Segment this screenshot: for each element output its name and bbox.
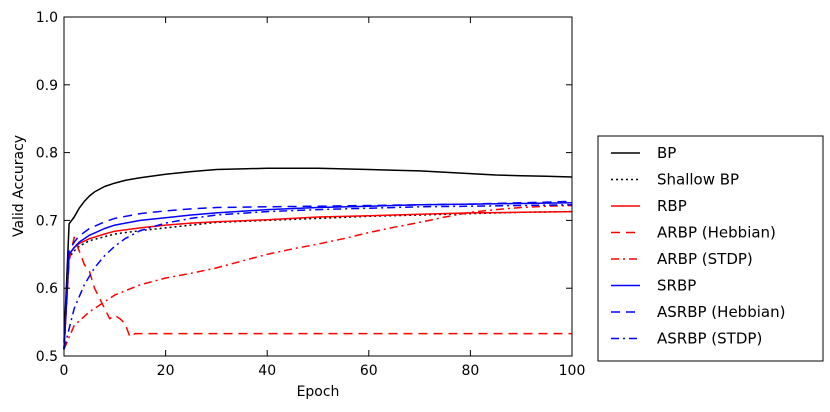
x-tick-label: 80 xyxy=(461,363,479,379)
x-tick-label: 20 xyxy=(157,363,175,379)
y-tick-label: 0.5 xyxy=(36,349,58,365)
x-tick-label: 60 xyxy=(360,363,378,379)
x-tick-label: 0 xyxy=(60,363,69,379)
y-axis-label: Valid Accuracy xyxy=(11,135,27,237)
legend-label: ASRBP (STDP) xyxy=(657,330,762,348)
series-line-5 xyxy=(63,204,573,350)
plot-lines xyxy=(63,167,573,350)
y-tick-label: 1.0 xyxy=(36,10,58,26)
x-tick-label: 40 xyxy=(258,363,276,379)
plot-frame xyxy=(63,16,573,357)
x-tick-label: 100 xyxy=(559,363,586,379)
x-axis: 0 20 40 60 80 100 xyxy=(60,17,586,379)
legend-label: Shallow BP xyxy=(657,171,739,189)
legend-label: ARBP (STDP) xyxy=(657,250,753,268)
series-line-1 xyxy=(63,167,573,343)
y-tick-label: 0.8 xyxy=(36,146,58,162)
legend-label: SRBP xyxy=(657,277,696,295)
legend-label: RBP xyxy=(657,197,687,215)
legend-label: ARBP (Hebbian) xyxy=(657,224,776,242)
y-tick-label: 0.9 xyxy=(36,78,58,94)
legend-label: BP xyxy=(657,144,676,162)
series-line-2 xyxy=(63,210,573,350)
series-line-7 xyxy=(63,200,573,350)
series-line-3 xyxy=(63,210,573,350)
x-axis-label: Epoch xyxy=(297,384,340,400)
series-line-4 xyxy=(63,236,572,350)
y-tick-label: 0.7 xyxy=(36,213,58,229)
series-line-6 xyxy=(63,202,573,350)
legend-box xyxy=(597,135,824,362)
series-line-8 xyxy=(63,204,573,350)
legend-label: ASRBP (Hebbian) xyxy=(657,303,785,321)
y-axis: 0.5 0.6 0.7 0.8 0.9 1.0 xyxy=(36,10,572,365)
legend: BP Shallow BP RBP ARBP (Hebbian) ARBP (STDP)… xyxy=(611,144,785,348)
y-tick-label: 0.6 xyxy=(36,281,58,297)
